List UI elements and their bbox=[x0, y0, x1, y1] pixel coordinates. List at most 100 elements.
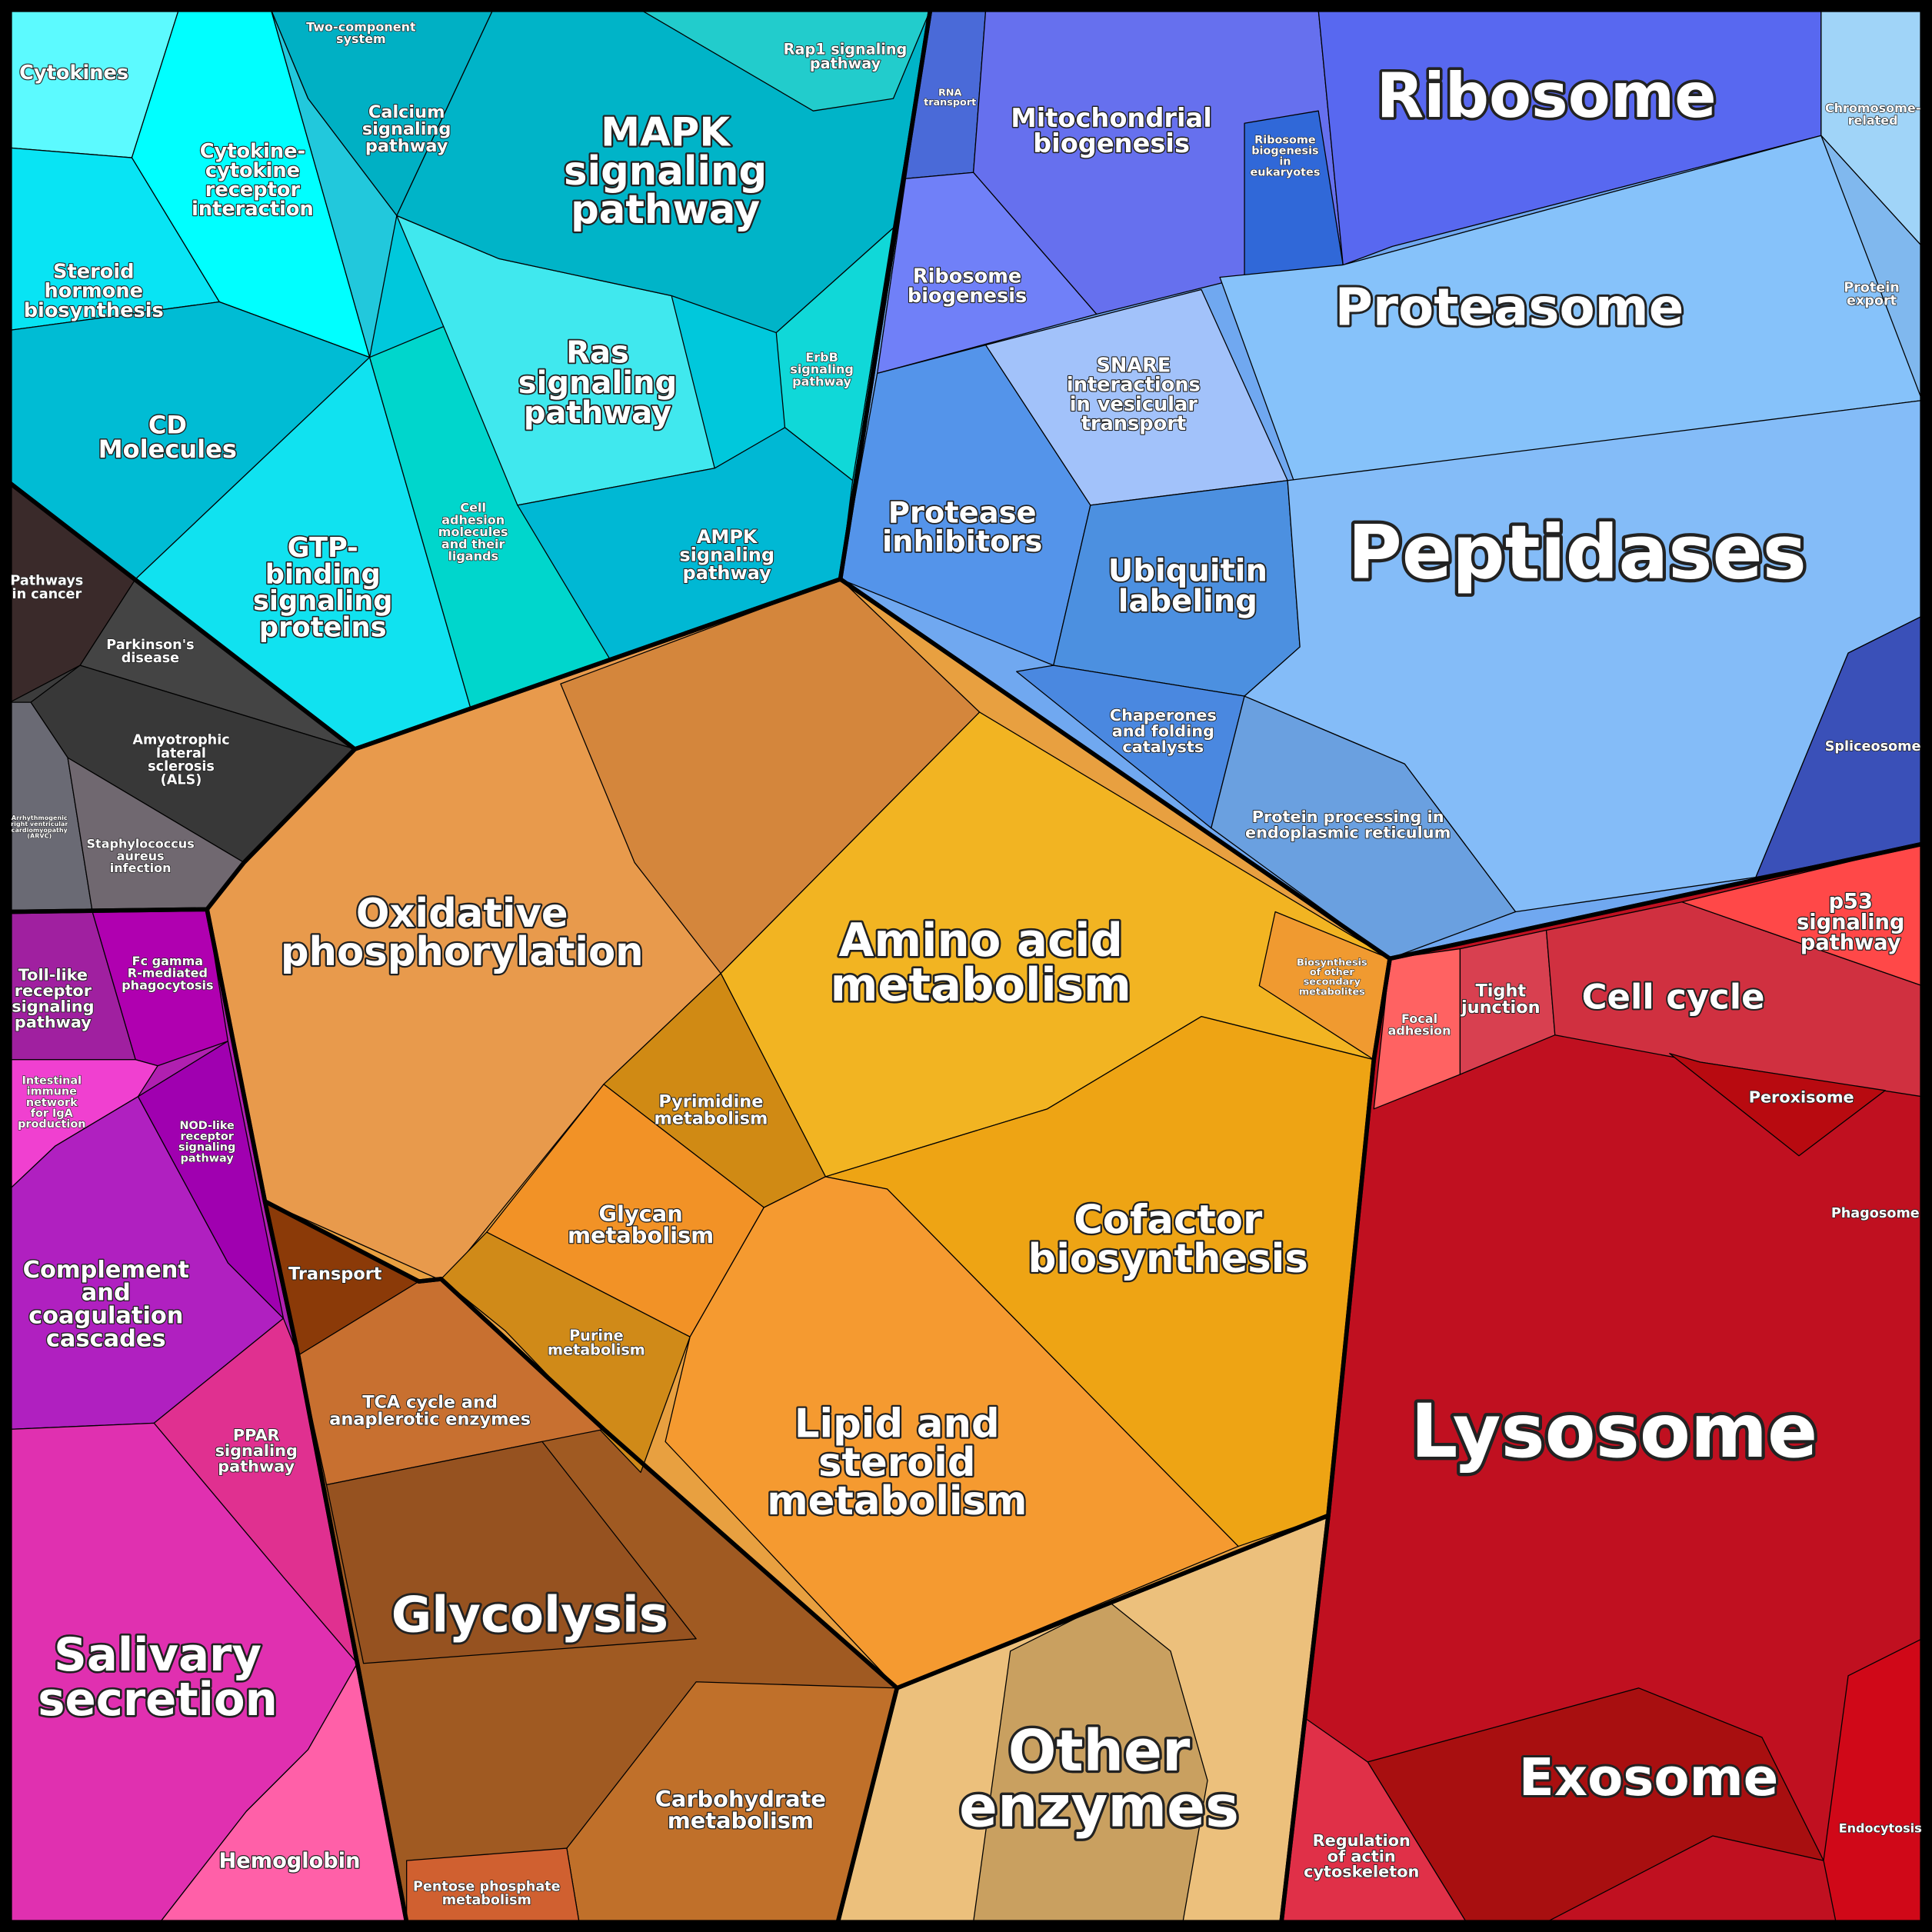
label-line: Protease bbox=[888, 495, 1037, 530]
label-line: and folding bbox=[1112, 722, 1214, 741]
label-line: molecules bbox=[438, 525, 508, 539]
label-line: SNARE bbox=[1096, 355, 1171, 378]
label-line: pathway bbox=[792, 374, 851, 388]
label-line: export bbox=[1847, 294, 1897, 309]
cell-label: Biosynthesis of other secondary metabolites bbox=[1297, 957, 1367, 998]
cell-label: Other enzymes bbox=[959, 1719, 1239, 1840]
label-line: signaling bbox=[12, 997, 94, 1015]
label-line: pathway bbox=[365, 136, 448, 156]
label-line: Protein bbox=[1844, 280, 1900, 295]
cell-label: Ribosome biogenesis bbox=[908, 265, 1027, 308]
cell-label: Two-component system bbox=[306, 19, 416, 46]
cell-label: Chaperones and folding catalysts bbox=[1110, 706, 1217, 756]
label-line: pathway bbox=[218, 1457, 295, 1476]
cell-label: Fc gamma R-mediated phagocytosis bbox=[122, 953, 213, 991]
label-line: aureus bbox=[117, 848, 165, 863]
label-line: Tight bbox=[1475, 981, 1526, 1001]
label-line: Cell cycle bbox=[1582, 976, 1765, 1017]
cell-label: Ubiquitin labeling bbox=[1108, 554, 1267, 619]
label-line: signaling bbox=[178, 1141, 235, 1154]
label-line: Arrhythmogenic bbox=[12, 814, 68, 821]
label-line: Fc gamma bbox=[132, 953, 203, 968]
cell-label: Oxidative phosphorylation bbox=[281, 891, 644, 975]
label-line: Staphylococcus bbox=[87, 836, 195, 851]
label-line: of other bbox=[1310, 967, 1355, 978]
label-line: cascades bbox=[46, 1325, 166, 1352]
cell-label: Glycolysis bbox=[391, 1587, 668, 1644]
cell-label: Pyrimidine metabolism bbox=[654, 1091, 768, 1128]
cell-label: TCA cycle and anaplerotic enzymes bbox=[329, 1392, 531, 1429]
cell-label: Complement and coagulation cascades bbox=[23, 1256, 189, 1351]
label-line: infection bbox=[110, 861, 172, 875]
label-line: and their bbox=[441, 536, 505, 551]
label-line: Amino acid bbox=[839, 914, 1123, 967]
label-line: Oxidative bbox=[356, 891, 568, 937]
label-line: signaling bbox=[564, 148, 767, 195]
label-line: Carbohydrate bbox=[655, 1786, 826, 1812]
label-line: Steroid bbox=[53, 261, 134, 284]
label-line: Peptidases bbox=[1347, 510, 1807, 596]
label-line: signaling bbox=[679, 545, 774, 566]
label-line: endoplasmic reticulum bbox=[1245, 824, 1451, 842]
label-line: of actin bbox=[1327, 1847, 1396, 1865]
cell-label: Chromosome-related bbox=[1825, 101, 1920, 128]
cell-label: Protease inhibitors bbox=[882, 495, 1042, 559]
label-line: Chromosome- bbox=[1825, 101, 1920, 115]
cell-label: CD Molecules bbox=[98, 411, 237, 464]
label-line: receptor bbox=[15, 981, 92, 1000]
cell-label: Amino acid metabolism bbox=[831, 914, 1131, 1011]
cell-label: Purine metabolism bbox=[548, 1326, 645, 1358]
label-line: ligands bbox=[448, 548, 498, 563]
label-line: pathway bbox=[181, 1152, 235, 1164]
cell-label: RNA transport bbox=[924, 87, 976, 108]
label-line: Amyotrophic bbox=[132, 733, 229, 748]
label-line: (ALS) bbox=[161, 772, 202, 788]
label-line: Ribosome bbox=[1377, 60, 1717, 132]
label-line: Spliceosome bbox=[1825, 739, 1921, 754]
label-line: pathway bbox=[571, 187, 760, 233]
label-line: biogenesis bbox=[1251, 145, 1318, 157]
cell bbox=[270, 9, 398, 358]
label-line: secretion bbox=[38, 1673, 278, 1726]
label-line: eukaryotes bbox=[1250, 167, 1320, 179]
label-line: Rap1 signaling bbox=[784, 40, 908, 58]
label-line: CD bbox=[148, 411, 187, 440]
cell bbox=[877, 172, 1098, 375]
label-line: Cofactor bbox=[1074, 1198, 1263, 1244]
label-line: biogenesis bbox=[1033, 128, 1190, 158]
label-line: Ubiquitin bbox=[1108, 554, 1267, 589]
label-line: signaling bbox=[518, 365, 677, 401]
label-line: pathway bbox=[683, 562, 772, 584]
label-line: steroid bbox=[818, 1440, 975, 1486]
label-line: Other bbox=[1008, 1719, 1191, 1784]
label-line: Purine bbox=[569, 1326, 624, 1344]
label-line: related bbox=[1848, 112, 1898, 127]
label-line: Protein processing in bbox=[1252, 808, 1444, 826]
cell-label: Arrhythmogenic right ventricular cardiomyo… bbox=[11, 814, 68, 840]
cell-label: Parkinson's disease bbox=[106, 638, 194, 666]
label-line: (ARVC) bbox=[27, 832, 52, 839]
label-line: Chaperones bbox=[1110, 706, 1217, 724]
cell-label: Cytokine-cytokine receptor interaction bbox=[192, 140, 314, 221]
cell-label: Pentose phosphate metabolism bbox=[413, 1880, 561, 1908]
cell-label: Endocytosis bbox=[1839, 1820, 1922, 1835]
label-line: Mitochondrial bbox=[1011, 102, 1211, 132]
label-line: proteins bbox=[259, 612, 387, 644]
label-line: signaling bbox=[790, 361, 854, 376]
label-line: phosphorylation bbox=[281, 929, 644, 975]
cell bbox=[1211, 695, 1517, 960]
label-line: Glycan bbox=[598, 1201, 682, 1227]
label-line: coagulation bbox=[28, 1302, 183, 1329]
cell-label: Focal adhesion bbox=[1388, 1011, 1451, 1038]
cell-label: Protein processing in endoplasmic reticul… bbox=[1245, 808, 1451, 841]
label-line: cytokine bbox=[205, 159, 300, 182]
label-line: transport bbox=[924, 96, 976, 108]
cell-label: Intestinal immune network for IgA production bbox=[18, 1075, 85, 1131]
label-line: ErbB bbox=[805, 349, 838, 364]
label-line: interactions bbox=[1067, 374, 1201, 397]
cell-label: AMPK signaling pathway bbox=[679, 526, 774, 584]
cell-label: Cell adhesion molecules and their ligands bbox=[438, 500, 508, 563]
label-line: hormone bbox=[45, 280, 143, 303]
cell-label: Ras signaling pathway bbox=[518, 335, 677, 431]
